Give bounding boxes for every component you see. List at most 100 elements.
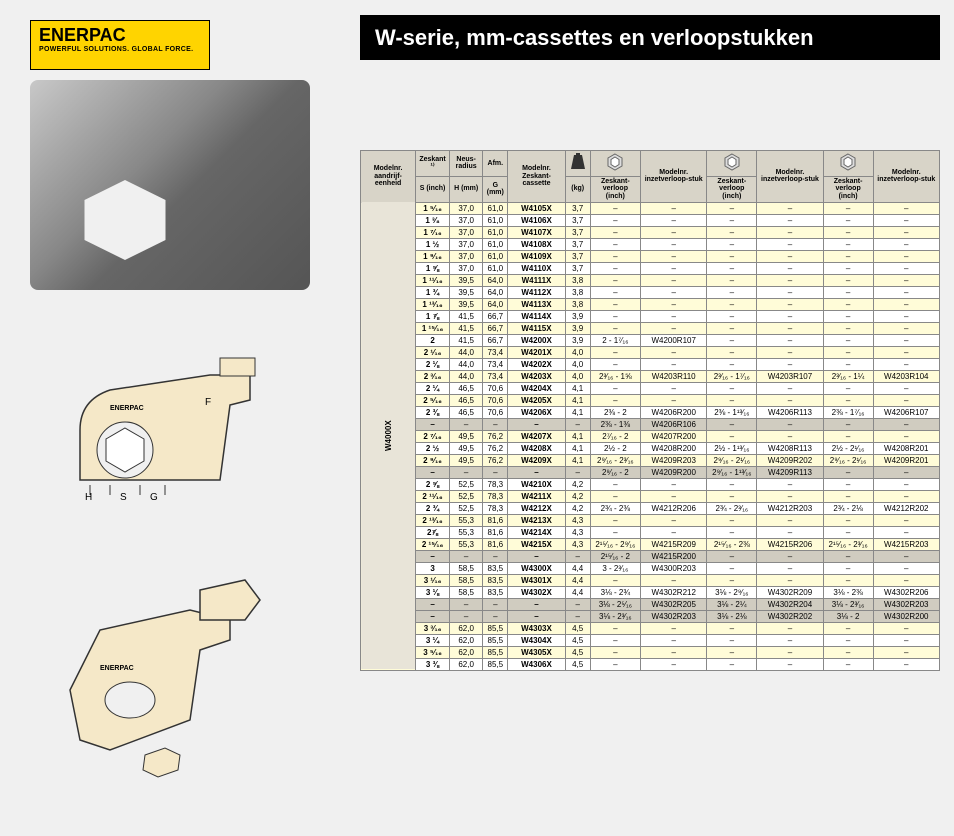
cell-ins2: – bbox=[757, 346, 823, 358]
cell-h: 49,5 bbox=[449, 430, 482, 442]
cell-ins1: W4206R106 bbox=[641, 418, 707, 430]
cell-red1: – bbox=[590, 658, 640, 670]
cell-g: 64,0 bbox=[483, 274, 508, 286]
cell-s: 2 ⁵⁄₁₆ bbox=[416, 394, 450, 406]
cell-ins1: W4300R203 bbox=[641, 562, 707, 574]
cell-red2: – bbox=[707, 214, 757, 226]
cell-h: 41,5 bbox=[449, 310, 482, 322]
cell-ins1: – bbox=[641, 214, 707, 226]
cell-g: 66,7 bbox=[483, 334, 508, 346]
cell-red1: – bbox=[590, 358, 640, 370]
cell-red3: – bbox=[823, 634, 873, 646]
cell-model: – bbox=[508, 598, 565, 610]
hex-icon bbox=[605, 152, 625, 172]
cell-model: W4111X bbox=[508, 274, 565, 286]
cell-ins3: W4208R201 bbox=[873, 442, 939, 454]
cell-ins3: – bbox=[873, 514, 939, 526]
cell-g: 81,6 bbox=[483, 526, 508, 538]
cell-ins1: – bbox=[641, 310, 707, 322]
table-row: 3 ¹⁄₁₆58,583,5W4301X4,4–––––– bbox=[361, 574, 940, 586]
cell-red2: – bbox=[707, 250, 757, 262]
th-insert1: Modelnr. inzetverloop-stuk bbox=[641, 151, 707, 203]
cell-red2: – bbox=[707, 202, 757, 214]
cell-red2: – bbox=[707, 262, 757, 274]
cell-ins1: – bbox=[641, 490, 707, 502]
cell-red2: 2⅜ - 1¹³⁄₁₆ bbox=[707, 406, 757, 418]
cell-red2: – bbox=[707, 418, 757, 430]
cell-kg: 3,7 bbox=[565, 262, 590, 274]
cell-s: – bbox=[416, 550, 450, 562]
th-hex2 bbox=[707, 151, 757, 177]
cell-ins2: – bbox=[757, 646, 823, 658]
cell-s: 3 ⅛ bbox=[416, 586, 450, 598]
cell-model: W4201X bbox=[508, 346, 565, 358]
cell-kg: 4,1 bbox=[565, 430, 590, 442]
table-row: 2 ⁷⁄₁₆49,576,2W4207X4,12⁷⁄₁₆ - 2W4207R20… bbox=[361, 430, 940, 442]
cell-ins3: – bbox=[873, 214, 939, 226]
cell-ins2: – bbox=[757, 310, 823, 322]
table-row: 3 ⁵⁄₁₆62,085,5W4305X4,5–––––– bbox=[361, 646, 940, 658]
cell-kg: – bbox=[565, 418, 590, 430]
th-weight-icon bbox=[565, 151, 590, 177]
table-row: 2 ⁵⁄₁₆46,570,6W4205X4,1–––––– bbox=[361, 394, 940, 406]
cell-kg: 4,0 bbox=[565, 346, 590, 358]
cell-red3: – bbox=[823, 622, 873, 634]
cell-kg: 3,9 bbox=[565, 334, 590, 346]
cell-ins2: – bbox=[757, 202, 823, 214]
cell-g: – bbox=[483, 598, 508, 610]
cell-red3: – bbox=[823, 490, 873, 502]
cell-red1: – bbox=[590, 646, 640, 658]
table-row: –––––3⅛ - 2³⁄₁₆W4302R2033⅛ - 2⅛W4302R202… bbox=[361, 610, 940, 622]
label-s: S bbox=[120, 492, 127, 503]
cell-red3: – bbox=[823, 646, 873, 658]
th-red2: Zeskant-verloop(inch) bbox=[707, 176, 757, 202]
cell-ins1: – bbox=[641, 286, 707, 298]
cell-ins1: W4207R200 bbox=[641, 430, 707, 442]
label-h: H bbox=[85, 492, 92, 503]
cell-red1: 2⁹⁄₁₆ - 2 bbox=[590, 466, 640, 478]
cell-h: 37,0 bbox=[449, 262, 482, 274]
cell-g: 78,3 bbox=[483, 490, 508, 502]
cell-h: 46,5 bbox=[449, 406, 482, 418]
cell-g: 70,6 bbox=[483, 406, 508, 418]
cell-ins2: W4209R202 bbox=[757, 454, 823, 466]
cell-red1: – bbox=[590, 214, 640, 226]
cell-model: – bbox=[508, 550, 565, 562]
th-cassette: Modelnr. Zeskant-cassette bbox=[508, 151, 565, 203]
cell-red1: 2⅜ - 1⅜ bbox=[590, 418, 640, 430]
cell-s: 1 ⁹⁄₁₆ bbox=[416, 250, 450, 262]
cell-model: – bbox=[508, 466, 565, 478]
cell-ins2: – bbox=[757, 658, 823, 670]
cell-ins2: – bbox=[757, 394, 823, 406]
cell-red2: – bbox=[707, 358, 757, 370]
table-row: 3 ⅛58,583,5W4302X4,43⅛ - 2¾W4302R2123⅛ -… bbox=[361, 586, 940, 598]
cell-red2: – bbox=[707, 622, 757, 634]
cell-ins3: – bbox=[873, 526, 939, 538]
table-row: 2 ³⁄₁₆44,073,4W4203X4,02³⁄₁₆ - 1⅝W4203R1… bbox=[361, 370, 940, 382]
cell-ins1: W4215R209 bbox=[641, 538, 707, 550]
cell-red3: – bbox=[823, 478, 873, 490]
brand-logo: ENERPAC POWERFUL SOLUTIONS. GLOBAL FORCE… bbox=[30, 20, 210, 70]
cell-kg: 3,7 bbox=[565, 226, 590, 238]
cell-red3: – bbox=[823, 574, 873, 586]
cell-red2: – bbox=[707, 430, 757, 442]
cell-h: 39,5 bbox=[449, 298, 482, 310]
cell-h: 49,5 bbox=[449, 442, 482, 454]
cell-ins2: W4206R113 bbox=[757, 406, 823, 418]
cell-red3: – bbox=[823, 226, 873, 238]
cell-ins1: W4209R200 bbox=[641, 466, 707, 478]
cell-g: 83,5 bbox=[483, 574, 508, 586]
cell-red1: – bbox=[590, 382, 640, 394]
cell-red1: – bbox=[590, 262, 640, 274]
cell-kg: 4,2 bbox=[565, 502, 590, 514]
cell-ins3: – bbox=[873, 334, 939, 346]
cell-red2: – bbox=[707, 562, 757, 574]
cell-ins3: – bbox=[873, 646, 939, 658]
table-row: 2 ½49,576,2W4208X4,12½ - 2W4208R2002½ - … bbox=[361, 442, 940, 454]
cell-red3: 2³⁄₁₆ - 1¼ bbox=[823, 370, 873, 382]
cell-red2: 2⁹⁄₁₆ - 1¹³⁄₁₆ bbox=[707, 466, 757, 478]
cell-red2: 2⁹⁄₁₆ - 2¹⁄₁₆ bbox=[707, 454, 757, 466]
cell-kg: 4,3 bbox=[565, 538, 590, 550]
cell-g: 64,0 bbox=[483, 286, 508, 298]
cell-model: W4106X bbox=[508, 214, 565, 226]
